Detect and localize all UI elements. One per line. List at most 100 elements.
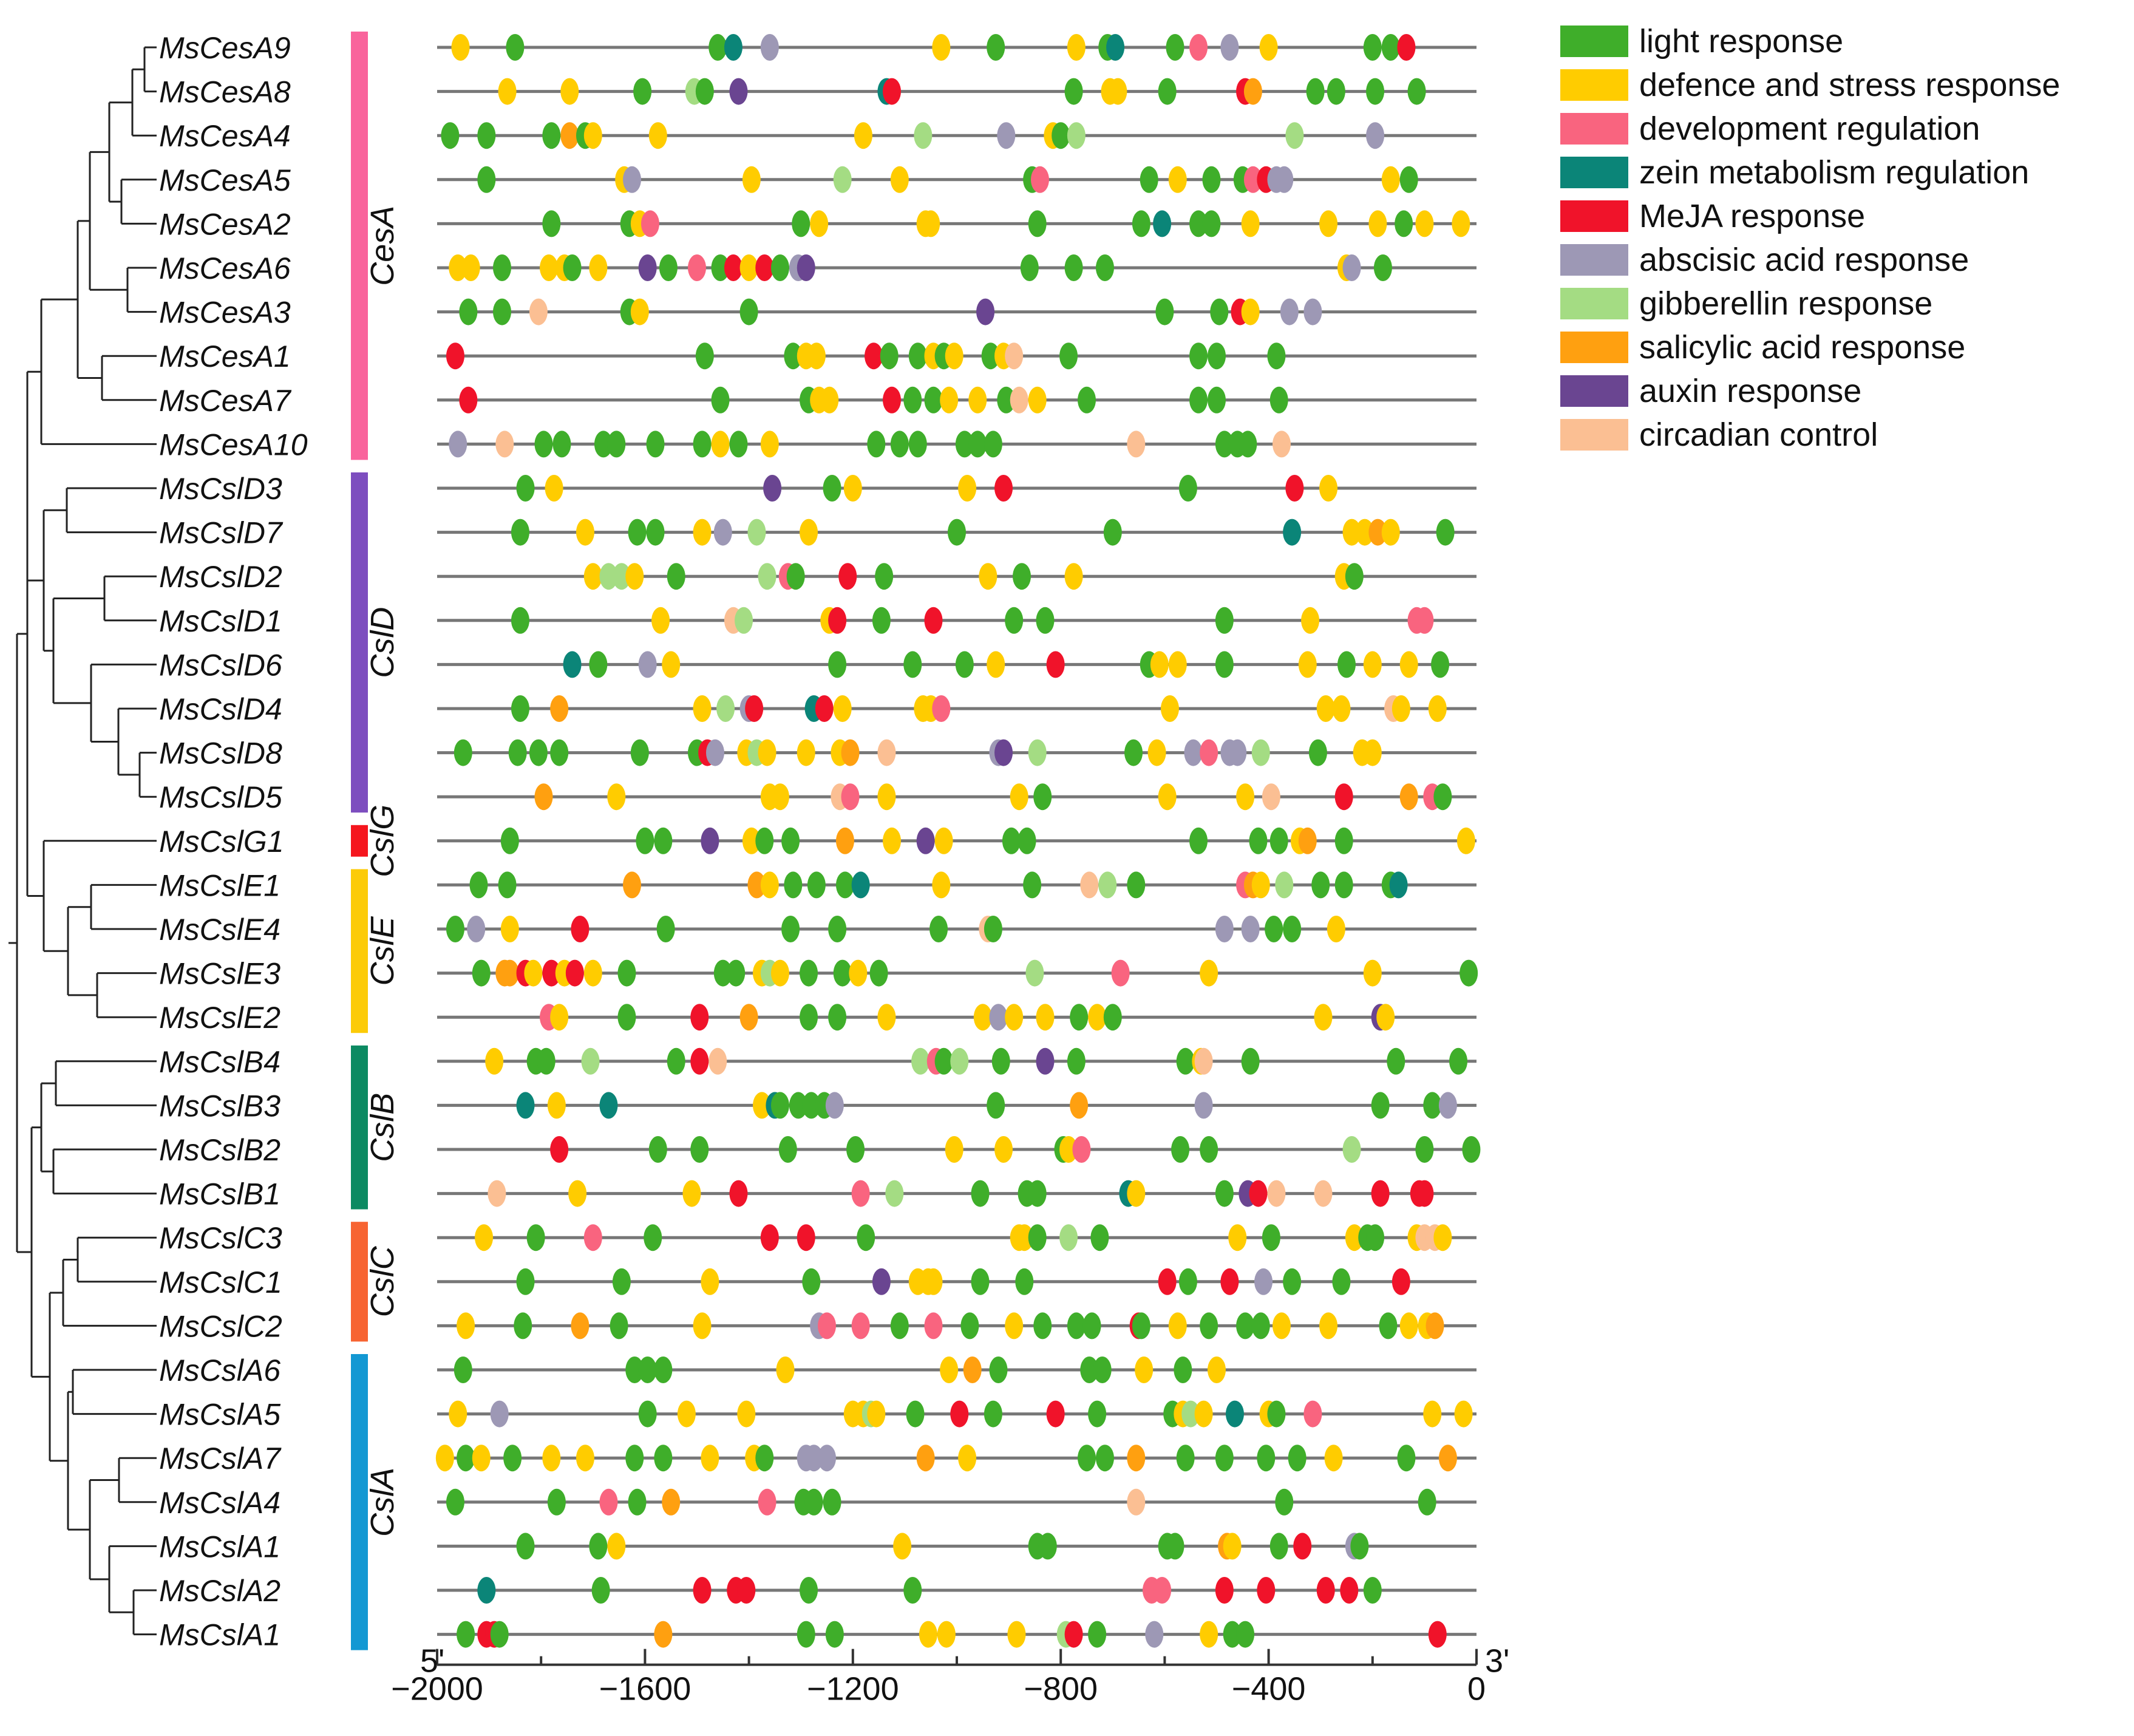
cis-element-defence: [1363, 651, 1382, 678]
cis-element-gibberellin: [758, 563, 776, 590]
legend-swatch: [1560, 26, 1628, 57]
cis-element-light: [1215, 607, 1234, 634]
cis-element-light: [1215, 1445, 1234, 1472]
cis-element-light: [835, 871, 854, 899]
cis-element-defence: [630, 298, 649, 325]
legend-swatch: [1560, 288, 1628, 319]
cis-element-defence: [1355, 519, 1374, 546]
cis-element-light: [1223, 1621, 1242, 1648]
cis-element-defence: [1200, 1621, 1218, 1648]
cis-element-gibberellin: [1028, 739, 1047, 766]
cis-element-light: [823, 1488, 841, 1516]
cis-element-development: [641, 210, 659, 237]
cis-element-light: [1306, 78, 1325, 105]
cis-element-aba: [449, 431, 467, 458]
cis-element-light: [503, 1445, 522, 1472]
cis-element-light: [1028, 1224, 1047, 1251]
cis-element-light: [1236, 1621, 1255, 1648]
cis-element-light: [857, 1224, 875, 1251]
cis-element-light: [1366, 78, 1385, 105]
cis-element-auxin: [872, 1268, 891, 1295]
cis-element-light: [1178, 1268, 1197, 1295]
cis-element-light: [516, 1268, 535, 1295]
cis-element-light: [929, 916, 948, 942]
cis-element-defence: [934, 827, 953, 854]
cis-element-light: [786, 563, 805, 590]
cis-element-light: [987, 34, 1005, 61]
family-bar: [351, 825, 368, 857]
x-tick-label: −1200: [807, 1671, 899, 1707]
cis-element-gibberellin: [1181, 1400, 1200, 1428]
cis-element-defence: [940, 1356, 959, 1383]
cis-element-gibberellin: [599, 563, 618, 590]
cis-element-aba: [638, 651, 657, 678]
cis-element-circadian: [709, 1047, 727, 1075]
cis-element-defence: [1064, 563, 1083, 590]
cis-element-defence: [625, 563, 644, 590]
cis-element-defence: [540, 254, 559, 281]
cis-element-light: [1397, 1445, 1416, 1472]
cis-element-aba: [1275, 166, 1294, 193]
cis-element-light: [1241, 1047, 1260, 1075]
cis-element-defence: [1324, 1445, 1343, 1472]
cis-element-defence: [770, 783, 789, 811]
cis-element-defence: [958, 1445, 977, 1472]
cis-element-auxin: [797, 254, 815, 281]
cis-element-light: [1202, 210, 1221, 237]
cis-element-light: [802, 1092, 821, 1119]
cis-element-defence: [1376, 1004, 1395, 1031]
cis-element-light: [1269, 827, 1288, 854]
family-label: CslB: [364, 1093, 401, 1162]
cis-element-light: [1215, 1180, 1234, 1207]
cis-element-aba: [1254, 1268, 1273, 1295]
cis-element-salicylic: [560, 122, 579, 149]
cis-element-light: [654, 1356, 673, 1383]
cis-element-light: [446, 1488, 464, 1516]
cis-element-salicylic: [550, 695, 569, 722]
cis-element-gibberellin: [1098, 871, 1117, 899]
cis-element-salicylic: [571, 1312, 590, 1339]
cis-element-light: [589, 1533, 608, 1560]
cis-element-salicylic: [662, 1488, 681, 1516]
cis-element-light: [1334, 827, 1353, 854]
cis-element-defence: [760, 431, 779, 458]
cis-element-light: [823, 475, 841, 502]
cis-element-light: [1140, 166, 1158, 193]
cis-element-defence: [1059, 1136, 1078, 1163]
cis-element-salicylic: [623, 871, 641, 899]
cis-element-light: [971, 1268, 990, 1295]
cis-element-light: [638, 1400, 657, 1428]
cis-element-light: [542, 122, 561, 149]
cis-element-light: [1283, 1268, 1302, 1295]
cis-element-light: [1036, 607, 1055, 634]
gene-label: MsCslA6: [159, 1353, 280, 1387]
gene-label: MsCslB3: [159, 1089, 280, 1123]
cis-element-light: [1088, 1400, 1107, 1428]
cis-element-development: [818, 1312, 836, 1339]
family-bar: [351, 472, 368, 813]
gene-label: MsCesA7: [159, 384, 292, 418]
cis-element-light: [1215, 651, 1234, 678]
cis-element-zein: [1283, 519, 1302, 546]
cis-element-aba: [825, 1092, 844, 1119]
cis-element-defence: [1381, 166, 1400, 193]
cis-element-light: [1208, 342, 1226, 370]
cis-element-light: [1038, 1533, 1057, 1560]
cis-element-meja: [1371, 1180, 1390, 1207]
cis-element-aba: [804, 1445, 823, 1472]
cis-element-gibberellin: [833, 166, 852, 193]
cis-element-defence: [435, 1445, 454, 1472]
cis-element-aba: [705, 739, 724, 766]
cis-element-light: [1373, 254, 1392, 281]
cis-element-defence: [524, 959, 543, 987]
cis-element-circadian: [1005, 342, 1024, 370]
cis-element-aba: [997, 122, 1016, 149]
cis-element-light: [612, 1268, 631, 1295]
cis-element-meja: [1249, 1180, 1268, 1207]
cis-element-light: [1262, 1224, 1280, 1251]
family-label: CslC: [364, 1245, 401, 1317]
cis-element-light: [792, 210, 810, 237]
gene-label: MsCslA1: [159, 1618, 280, 1652]
cis-element-light: [890, 1312, 909, 1339]
cis-element-light: [1059, 342, 1078, 370]
